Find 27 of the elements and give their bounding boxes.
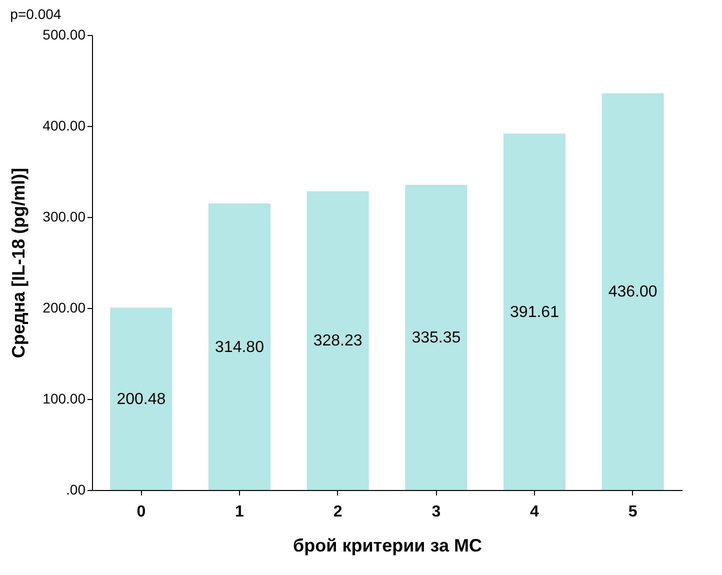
y-tick-label: .00	[66, 482, 86, 498]
bar	[405, 184, 468, 490]
text: p=0.004	[10, 6, 62, 22]
x-axis-title: брой критерии за МС	[293, 536, 482, 556]
x-tick-label: 4	[530, 504, 540, 520]
x-tick-label: 0	[136, 504, 146, 520]
bar	[504, 134, 566, 490]
bar	[110, 308, 172, 490]
y-tick-label: 100.00	[42, 390, 86, 406]
y-tick-label: 500.00	[42, 26, 86, 42]
y-axis-title: Средна [IL-18 (pg/ml)]	[8, 168, 29, 358]
x-tick-label: 2	[333, 504, 342, 520]
data-label: 391.61	[510, 304, 560, 321]
x-tick-label: 1	[235, 504, 244, 520]
data-label: 328.23	[313, 332, 362, 350]
y-tick-label: 300.00	[42, 208, 86, 224]
bar	[602, 93, 664, 490]
data-label: 436.00	[608, 284, 658, 301]
x-tick-label: 5	[628, 504, 638, 520]
y-tick-label: 400.00	[42, 118, 86, 134]
bar	[208, 204, 270, 490]
x-tick-label: 3	[432, 504, 441, 520]
bar	[306, 191, 369, 490]
data-label: 200.48	[116, 390, 166, 408]
data-label: 335.35	[412, 329, 461, 346]
y-tick-label: 200.00	[42, 300, 86, 316]
data-label: 314.80	[215, 338, 264, 356]
